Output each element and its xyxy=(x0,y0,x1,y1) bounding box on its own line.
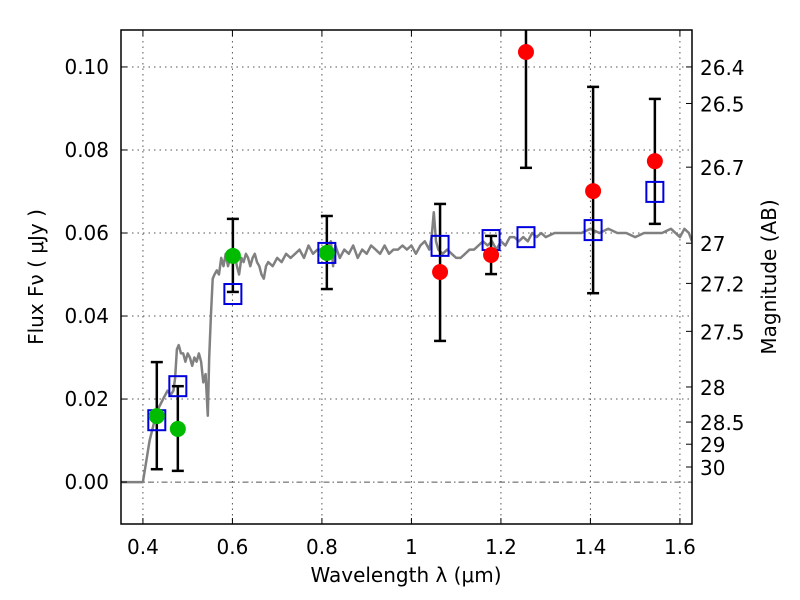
mag-tick-label: 26.5 xyxy=(700,92,745,116)
mag-tick-label: 26.4 xyxy=(700,56,745,80)
x-tick-label: 0.8 xyxy=(306,535,338,559)
y-tick-label: 0.06 xyxy=(64,221,109,245)
y-tick-label: 0.10 xyxy=(64,55,109,79)
mag-tick-label: 29 xyxy=(700,433,725,457)
y-tick-label: 0.00 xyxy=(64,470,109,494)
y-tick-label: 0.04 xyxy=(64,304,109,328)
model-photometry-square xyxy=(430,234,450,257)
observed_nir-point xyxy=(585,183,602,200)
observed_optical-point xyxy=(224,247,241,264)
observed_nir-point xyxy=(483,246,500,263)
observed_optical-point xyxy=(169,420,186,437)
x-tick-label: 1.6 xyxy=(664,535,696,559)
plot-background xyxy=(121,30,692,524)
model-photometry-square xyxy=(317,241,337,264)
model-photometry-square xyxy=(516,226,536,249)
observed_nir-point xyxy=(646,153,663,170)
model-photometry-square xyxy=(223,283,243,306)
plot-frame xyxy=(120,29,693,525)
x-tick-label: 0.4 xyxy=(127,535,159,559)
x-tick-label: 1.4 xyxy=(575,535,607,559)
y2-axis-label: Magnitude (AB) xyxy=(757,199,781,354)
model-photometry-square xyxy=(168,375,188,398)
mag-tick-label: 27 xyxy=(700,232,725,256)
y-axis-label: Flux Fν ( μJy ) xyxy=(24,209,48,345)
x-tick-label: 0.6 xyxy=(217,535,249,559)
observed_nir-point xyxy=(517,44,534,61)
x-tick-label: 1.2 xyxy=(485,535,517,559)
x-tick-label: 1 xyxy=(405,535,418,559)
mag-tick-label: 30 xyxy=(700,456,725,480)
model-photometry-square xyxy=(645,180,665,203)
observed-points xyxy=(148,44,663,437)
mag-tick-label: 26.7 xyxy=(700,156,745,180)
y-tick-label: 0.08 xyxy=(64,138,109,162)
model-photometry-squares xyxy=(147,180,665,432)
mag-tick-label: 27.5 xyxy=(700,320,745,344)
mag-tick-label: 27.2 xyxy=(700,272,745,296)
mag-tick-label: 28 xyxy=(700,376,725,400)
y-tick-label: 0.02 xyxy=(64,387,109,411)
plot-area xyxy=(121,30,692,484)
y-axis: 0.00 0.02 0.04 0.06 0.08 0.10 xyxy=(64,55,127,494)
x-axis: 0.4 0.6 0.8 1 1.2 1.4 1.6 xyxy=(127,30,696,559)
model-photometry-square xyxy=(583,219,603,242)
mag-tick-label: 28.5 xyxy=(700,411,745,435)
x-axis-label: Wavelength λ (μm) xyxy=(310,563,501,587)
observed_nir-point xyxy=(432,264,449,281)
observed_optical-point xyxy=(148,408,165,425)
observed_optical-point xyxy=(318,244,335,261)
